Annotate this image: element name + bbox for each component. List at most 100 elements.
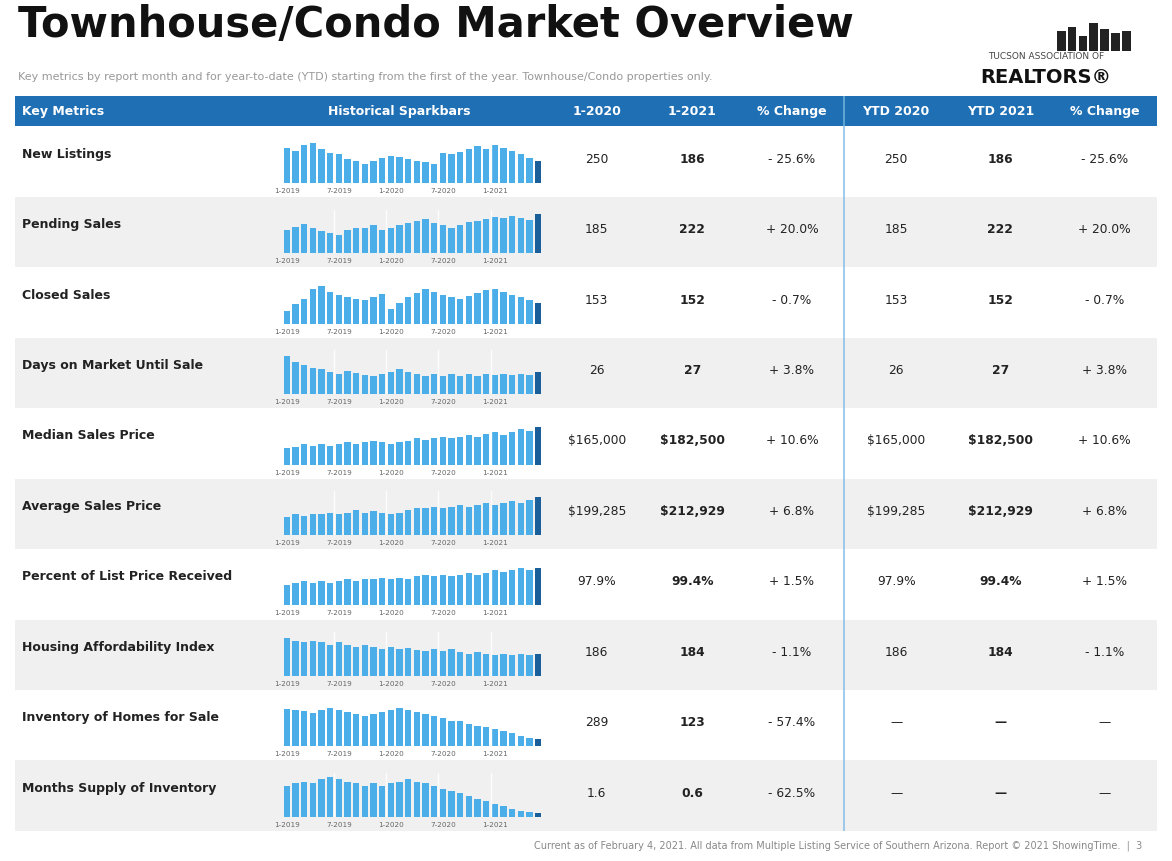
Bar xyxy=(483,728,490,746)
Bar xyxy=(301,581,307,606)
Text: 1-2021: 1-2021 xyxy=(482,188,507,194)
Bar xyxy=(483,434,490,465)
Bar xyxy=(526,158,533,183)
Bar xyxy=(345,371,350,394)
Text: 1-2020: 1-2020 xyxy=(377,399,403,405)
Bar xyxy=(440,719,447,746)
Text: 1-2021: 1-2021 xyxy=(482,821,507,827)
Text: - 25.6%: - 25.6% xyxy=(769,152,816,165)
Bar xyxy=(362,645,368,676)
Bar xyxy=(406,442,411,465)
Text: 99.4%: 99.4% xyxy=(670,574,714,587)
Text: 1-2020: 1-2020 xyxy=(572,105,621,118)
Bar xyxy=(500,573,506,606)
Text: 7-2020: 7-2020 xyxy=(430,821,456,827)
Bar xyxy=(518,568,524,606)
Text: 186: 186 xyxy=(988,152,1014,165)
Text: —: — xyxy=(1098,786,1111,799)
Bar xyxy=(536,162,541,183)
Text: Key metrics by report month and for year-to-date (YTD) starting from the first o: Key metrics by report month and for year… xyxy=(18,71,713,82)
Bar xyxy=(345,579,350,606)
Bar xyxy=(465,508,472,536)
Text: 7-2020: 7-2020 xyxy=(430,328,456,334)
Bar xyxy=(536,814,541,817)
Bar xyxy=(518,504,524,536)
Text: $212,929: $212,929 xyxy=(660,505,724,517)
Bar xyxy=(492,146,498,183)
Bar xyxy=(509,501,516,536)
Bar xyxy=(440,509,447,536)
Bar xyxy=(526,220,533,254)
Text: 7-2019: 7-2019 xyxy=(326,399,352,405)
Bar xyxy=(327,153,333,183)
Text: + 20.0%: + 20.0% xyxy=(1078,223,1131,236)
Bar xyxy=(509,295,516,325)
Bar xyxy=(388,647,394,676)
Bar xyxy=(353,647,360,676)
Text: 7-2019: 7-2019 xyxy=(326,258,352,264)
Bar xyxy=(388,444,394,465)
Bar xyxy=(335,642,342,676)
Text: 1-2019: 1-2019 xyxy=(274,469,300,475)
Text: 7-2020: 7-2020 xyxy=(430,188,456,194)
Text: 1-2019: 1-2019 xyxy=(274,258,300,264)
Bar xyxy=(309,515,316,536)
Text: 289: 289 xyxy=(585,715,608,728)
Bar xyxy=(492,571,498,606)
Bar xyxy=(345,160,350,183)
Bar xyxy=(500,219,506,254)
Text: % Change: % Change xyxy=(1070,105,1139,118)
Bar xyxy=(319,642,325,676)
Bar xyxy=(335,375,342,394)
Bar xyxy=(457,505,463,536)
Text: Months Supply of Inventory: Months Supply of Inventory xyxy=(22,781,217,794)
Bar xyxy=(518,653,524,676)
Bar xyxy=(518,219,524,254)
Bar xyxy=(396,443,403,465)
Bar xyxy=(483,291,490,325)
Text: - 1.1%: - 1.1% xyxy=(1085,645,1124,658)
Bar xyxy=(457,437,463,465)
Bar xyxy=(335,295,342,325)
Text: Inventory of Homes for Sale: Inventory of Homes for Sale xyxy=(22,710,219,723)
Bar xyxy=(335,444,342,465)
Bar xyxy=(414,782,420,817)
Bar xyxy=(475,147,481,183)
Bar xyxy=(370,784,376,817)
Text: 152: 152 xyxy=(988,293,1014,307)
Bar xyxy=(518,375,524,394)
Text: Current as of February 4, 2021. All data from Multiple Listing Service of Southe: Current as of February 4, 2021. All data… xyxy=(534,839,1143,850)
Bar xyxy=(500,148,506,183)
Bar xyxy=(353,444,360,465)
Bar xyxy=(396,513,403,536)
Bar xyxy=(370,442,376,465)
Bar xyxy=(362,513,368,536)
Bar xyxy=(353,715,360,746)
Bar xyxy=(345,443,350,465)
Bar xyxy=(414,438,420,465)
Text: 222: 222 xyxy=(988,223,1014,236)
Bar xyxy=(301,782,307,817)
Bar xyxy=(518,811,524,817)
Bar xyxy=(440,376,447,394)
Text: 1-2021: 1-2021 xyxy=(482,610,507,616)
Bar xyxy=(396,226,403,254)
Text: 250: 250 xyxy=(885,152,908,165)
Bar xyxy=(509,433,516,465)
Bar xyxy=(509,571,516,606)
Bar xyxy=(319,710,325,746)
Bar xyxy=(327,777,333,817)
Bar xyxy=(414,375,420,394)
Bar xyxy=(284,585,289,606)
Text: —: — xyxy=(890,715,902,728)
Bar xyxy=(309,784,316,817)
Bar xyxy=(309,641,316,676)
Text: 1-2020: 1-2020 xyxy=(377,328,403,334)
Bar xyxy=(327,645,333,676)
Bar xyxy=(536,427,541,465)
Bar xyxy=(414,712,420,746)
Bar xyxy=(465,724,472,746)
Bar xyxy=(362,229,368,254)
Text: 186: 186 xyxy=(680,152,704,165)
Bar xyxy=(526,431,533,465)
